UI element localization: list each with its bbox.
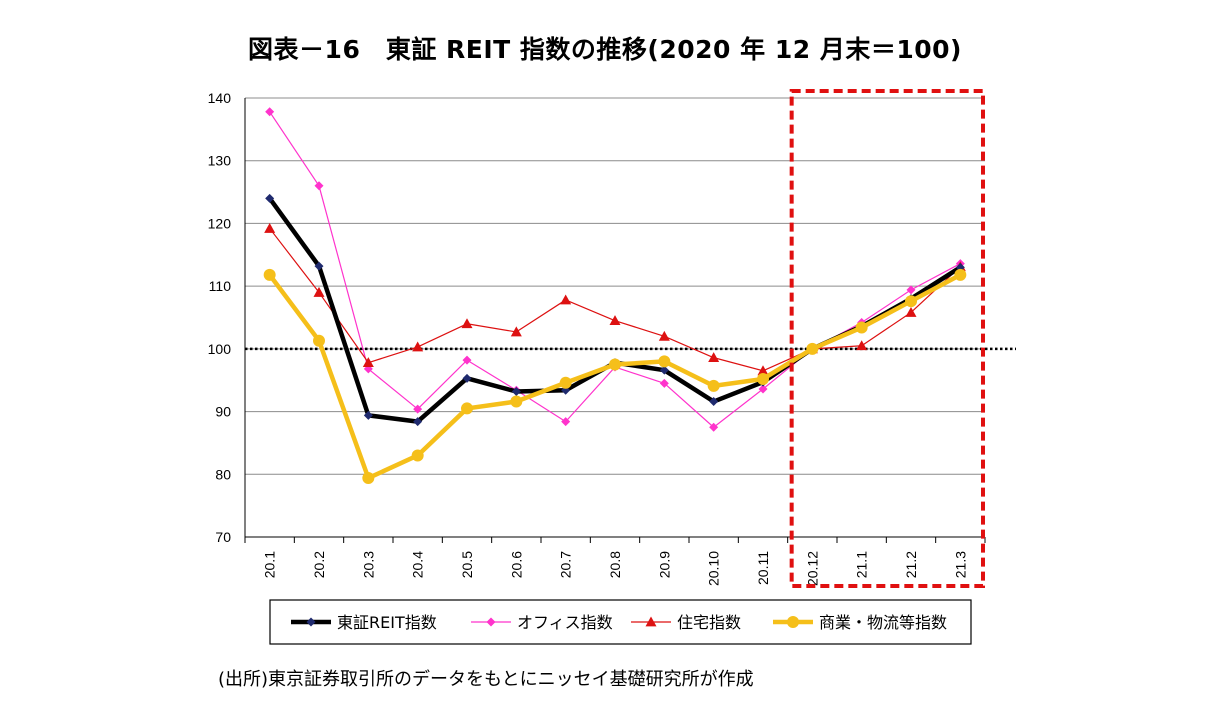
legend-label: 住宅指数	[677, 613, 741, 632]
data-point	[905, 295, 917, 308]
gridlines	[245, 97, 985, 475]
x-tick-label: 20.3	[360, 551, 376, 578]
legend: 東証REIT指数 オフィス指数 住宅指数 商業・物流等指数	[269, 599, 972, 645]
x-tick-label: 20.5	[459, 551, 475, 578]
data-point	[411, 449, 424, 462]
data-point	[462, 355, 472, 365]
data-point	[609, 315, 621, 326]
axes: 70 80 90 100 110 120 130 140 20.1 20.2 20.3 20.4 20.…	[208, 90, 986, 586]
data-point	[413, 417, 423, 427]
data-point	[306, 617, 316, 627]
y-tick-label: 90	[215, 404, 231, 420]
data-point	[658, 330, 670, 341]
y-tick-label: 110	[209, 278, 232, 294]
legend-box	[269, 599, 972, 645]
legend-item: オフィス指数	[471, 613, 613, 632]
data-point	[856, 340, 868, 351]
series-line	[267, 197, 962, 424]
data-point	[461, 402, 473, 415]
legend-item: 住宅指数	[631, 613, 741, 632]
x-tick-label: 20.10	[706, 551, 722, 586]
x-tick-label: 20.2	[311, 551, 327, 578]
series-line	[267, 272, 962, 481]
x-tick-label: 20.12	[804, 551, 820, 586]
y-tick-label: 140	[208, 90, 232, 106]
data-point	[510, 326, 522, 337]
data-point	[560, 294, 572, 305]
data-point	[510, 395, 523, 408]
data-point	[265, 193, 275, 203]
data-point	[314, 181, 324, 191]
data-point	[313, 334, 325, 347]
x-tick-label: 20.8	[607, 551, 623, 578]
data-point	[659, 365, 669, 375]
data-point	[362, 472, 375, 485]
data-point	[708, 352, 720, 363]
series-group	[263, 107, 967, 485]
source-note: (出所)東京証券取引所のデータをもとにニッセイ基礎研究所が作成	[218, 669, 754, 690]
y-tick-label: 70	[215, 529, 231, 545]
highlight-box-group	[789, 89, 986, 588]
y-tick-label: 130	[208, 153, 232, 169]
legend-label: 東証REIT指数	[337, 613, 437, 632]
data-point	[787, 616, 799, 628]
legend-item: 東証REIT指数	[291, 613, 437, 632]
data-point	[757, 365, 769, 376]
x-tick-label: 20.9	[656, 551, 672, 578]
data-point	[954, 268, 967, 281]
series-2	[264, 222, 966, 376]
data-point	[314, 261, 324, 271]
data-point	[461, 318, 473, 329]
legend-item: 商業・物流等指数	[773, 613, 947, 632]
data-point	[806, 342, 819, 355]
data-point	[313, 286, 325, 297]
highlight-box	[789, 89, 986, 588]
data-point	[906, 285, 916, 295]
x-tick-label: 20.7	[558, 551, 574, 578]
x-tick-label: 21.1	[854, 551, 870, 578]
y-tick-label: 100	[208, 341, 232, 357]
series-3	[263, 268, 967, 485]
data-point	[709, 422, 719, 432]
data-point	[658, 355, 671, 368]
data-point	[265, 107, 275, 117]
data-point	[855, 321, 868, 334]
legend-label: 商業・物流等指数	[819, 613, 947, 632]
data-point	[709, 397, 719, 407]
data-point	[645, 616, 657, 627]
data-point	[659, 378, 669, 388]
series-line	[269, 111, 961, 428]
data-point	[609, 358, 621, 371]
data-point	[561, 417, 571, 427]
x-tick-label: 21.2	[903, 551, 919, 578]
series-0	[265, 193, 965, 427]
data-point	[412, 341, 424, 352]
data-point	[511, 387, 521, 397]
data-point	[486, 617, 496, 627]
data-point	[363, 410, 373, 420]
data-point	[758, 384, 768, 394]
data-point	[362, 357, 374, 368]
x-tick-label: 20.6	[508, 551, 524, 578]
data-point	[413, 404, 423, 414]
y-tick-label: 80	[215, 466, 231, 482]
y-tick-label: 120	[208, 215, 232, 231]
data-point	[757, 372, 769, 385]
x-tick-label: 20.1	[262, 551, 278, 578]
chart-title: 図表－16 東証 REIT 指数の推移(2020 年 12 月末＝100)	[248, 35, 962, 64]
legend-label: オフィス指数	[517, 613, 613, 632]
data-point	[264, 222, 276, 233]
data-point	[905, 306, 917, 317]
x-tick-label: 20.4	[410, 551, 426, 578]
data-point	[263, 268, 276, 281]
data-point	[559, 376, 572, 389]
x-tick-label: 21.3	[952, 551, 968, 578]
x-tick-label: 20.11	[755, 551, 771, 585]
series-1	[265, 107, 965, 432]
data-point	[462, 373, 472, 383]
data-point	[707, 379, 720, 392]
